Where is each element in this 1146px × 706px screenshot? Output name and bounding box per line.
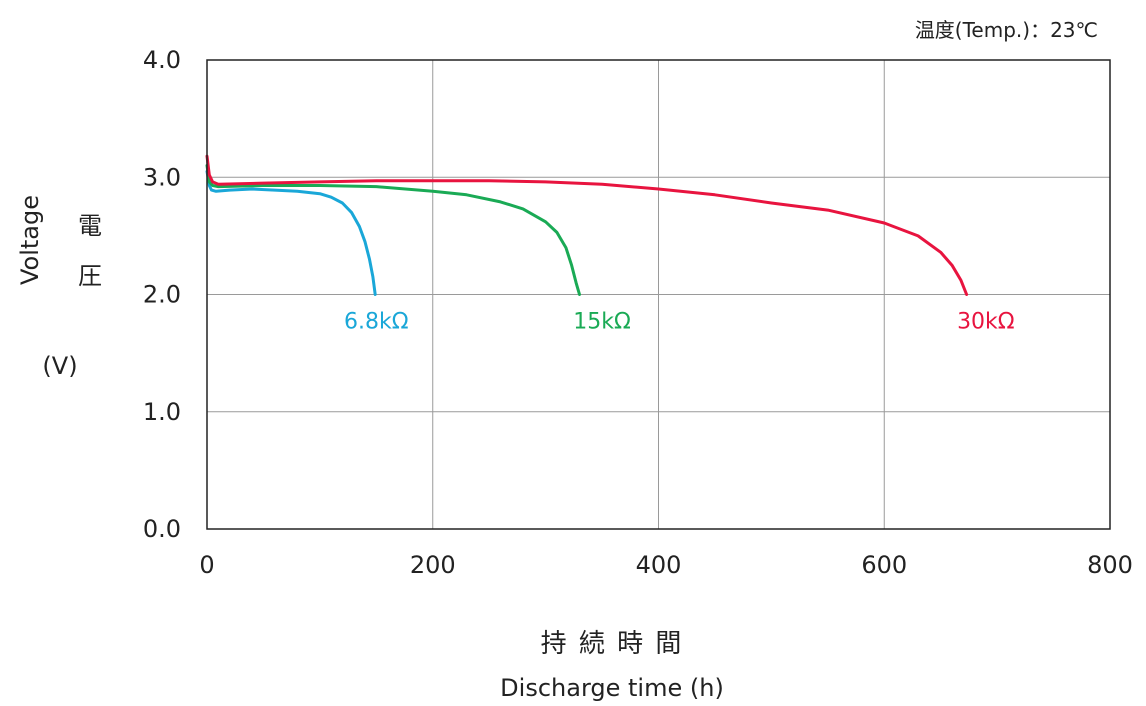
grid-layer xyxy=(206,59,1111,530)
y-axis-unit: (V) xyxy=(42,352,77,380)
y-tick-label: 4.0 xyxy=(143,46,181,74)
x-tick-label: 0 xyxy=(199,551,214,579)
x-axis-title-jp: 持 続 時 間 xyxy=(541,629,684,659)
y-axis-title-jp-1: 電 xyxy=(78,212,102,240)
y-tick-label: 3.0 xyxy=(143,163,181,191)
y-tick-label: 0.0 xyxy=(143,515,181,543)
x-tick-label: 600 xyxy=(861,551,907,579)
series-layer xyxy=(205,154,969,296)
series-label: 30kΩ xyxy=(957,309,1015,334)
series-label-layer: 6.8kΩ 15kΩ 30kΩ xyxy=(344,309,1015,334)
series-label: 15kΩ xyxy=(573,309,631,334)
y-axis-title-jp-2: 圧 xyxy=(78,262,102,290)
y-tick-label: 1.0 xyxy=(143,398,181,426)
x-axis-title-en: Discharge time (h) xyxy=(500,674,724,702)
x-tick-label: 400 xyxy=(636,551,682,579)
series-line xyxy=(205,164,581,296)
series-line xyxy=(205,169,377,296)
plot-frame xyxy=(206,59,1111,530)
x-tick-label: 800 xyxy=(1087,551,1133,579)
condition-label: 温度(Temp.)：23℃ xyxy=(915,18,1098,42)
tick-layer: 0 200 400 600 800 0.0 1.0 2.0 3.0 4.0 xyxy=(143,46,1133,579)
series-line xyxy=(205,154,969,296)
y-tick-label: 2.0 xyxy=(143,281,181,309)
y-axis-title-en: Voltage xyxy=(16,195,44,285)
series-label: 6.8kΩ xyxy=(344,309,409,334)
x-tick-label: 200 xyxy=(410,551,456,579)
